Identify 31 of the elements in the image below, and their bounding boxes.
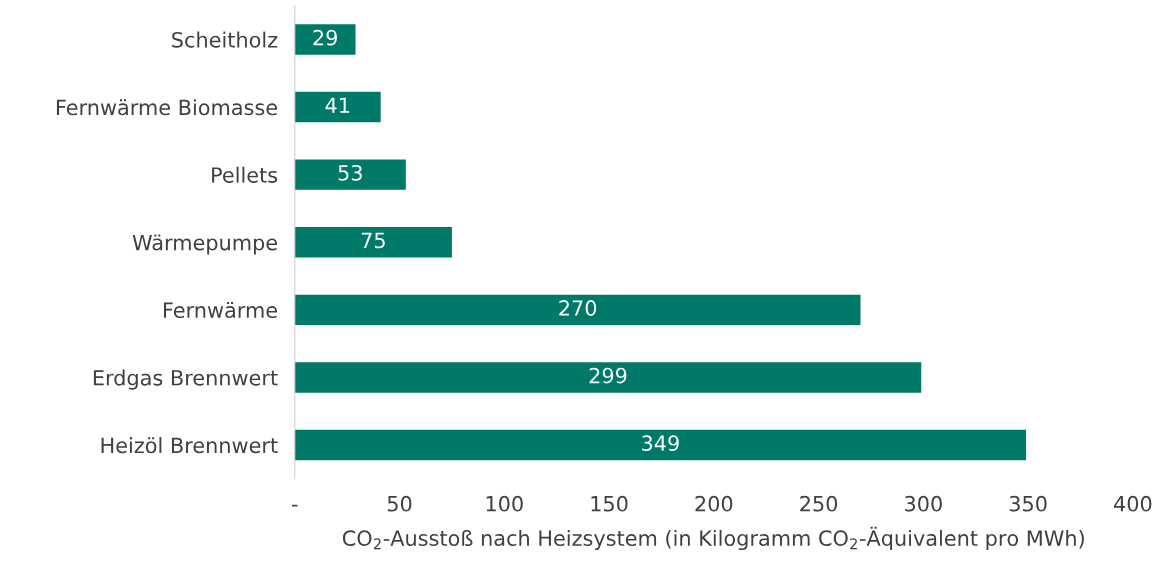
y-tick-label: Fernwärme Biomasse	[56, 99, 278, 116]
data-label: 41	[325, 97, 350, 113]
bar	[294, 362, 922, 393]
y-tick-label: Wärmepumpe	[132, 234, 277, 255]
x-tick-label: 200	[695, 495, 733, 512]
data-label: 299	[589, 367, 627, 384]
x-tick-label: 250	[800, 495, 838, 512]
data-label: 349	[642, 435, 679, 452]
y-tick-label: Fernwärme	[163, 301, 278, 319]
x-tick-label: 50	[387, 495, 412, 512]
bar	[294, 159, 406, 190]
y-tick-label: Pellets	[212, 166, 278, 183]
x-tick-label: 350	[1009, 495, 1047, 512]
bar	[294, 227, 452, 258]
bar	[294, 24, 356, 55]
bar	[294, 91, 381, 123]
bar	[294, 429, 1027, 461]
data-label: 75	[361, 232, 385, 249]
data-label: 29	[313, 29, 337, 46]
x-tick-label: 300	[905, 495, 942, 512]
x-tick-label: 100	[486, 495, 523, 512]
data-label: 53	[338, 164, 362, 181]
y-tick-label: Erdgas Brennwert	[93, 369, 278, 390]
x-tick-label: 150	[591, 495, 628, 512]
x-tick-label: -	[292, 504, 298, 507]
x-axis-title: CO$_{2}$-Ausstoß nach Heizsystem (in Kilogramm CO$_{2}$-Äquivalent pro MWh)	[342, 526, 1084, 551]
x-tick-label: 400	[1114, 495, 1152, 512]
data-label: 270	[559, 300, 597, 316]
bar	[294, 294, 861, 326]
y-tick-label: Heizöl Brennwert	[101, 437, 278, 454]
y-tick-label: Scheitholz	[172, 31, 278, 48]
